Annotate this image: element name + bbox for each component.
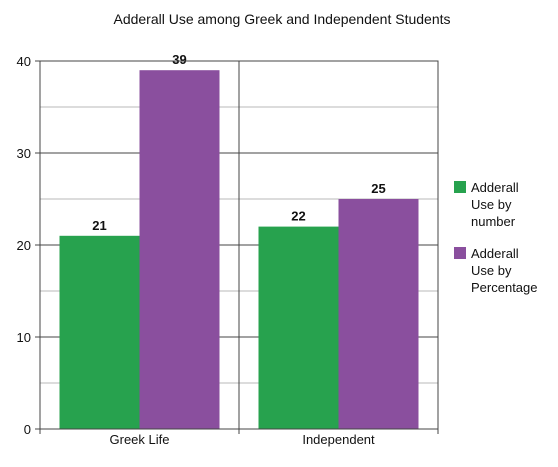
data-label: 22 bbox=[291, 209, 305, 224]
bar bbox=[338, 199, 419, 429]
data-label: 25 bbox=[371, 181, 385, 196]
legend-swatch bbox=[454, 181, 466, 193]
data-label: 21 bbox=[92, 218, 106, 233]
legend-label: number bbox=[471, 214, 516, 229]
legend-label: Percentage bbox=[471, 280, 538, 295]
legend-swatch bbox=[454, 247, 466, 259]
axes: Greek Life Independent 0 10 20 30 40 bbox=[17, 54, 439, 447]
legend: Adderall Use by number Adderall Use by Percen… bbox=[454, 180, 538, 295]
legend-label: Adderall bbox=[471, 246, 519, 261]
legend-label: Adderall bbox=[471, 180, 519, 195]
data-label: 39 bbox=[172, 52, 186, 67]
legend-label: Use by bbox=[471, 197, 512, 212]
bar bbox=[258, 226, 339, 429]
x-tick-label: Greek Life bbox=[110, 432, 170, 447]
y-tick-label: 0 bbox=[24, 422, 31, 437]
bars: 21 22 39 25 bbox=[59, 52, 419, 429]
y-tick-label: 20 bbox=[17, 238, 31, 253]
y-tick-label: 30 bbox=[17, 146, 31, 161]
y-tick-label: 10 bbox=[17, 330, 31, 345]
chart-title: Adderall Use among Greek and Independent… bbox=[113, 11, 450, 27]
bar bbox=[139, 70, 220, 429]
x-tick-label: Independent bbox=[302, 432, 375, 447]
bar bbox=[59, 235, 140, 429]
legend-label: Use by bbox=[471, 263, 512, 278]
y-tick-label: 40 bbox=[17, 54, 31, 69]
